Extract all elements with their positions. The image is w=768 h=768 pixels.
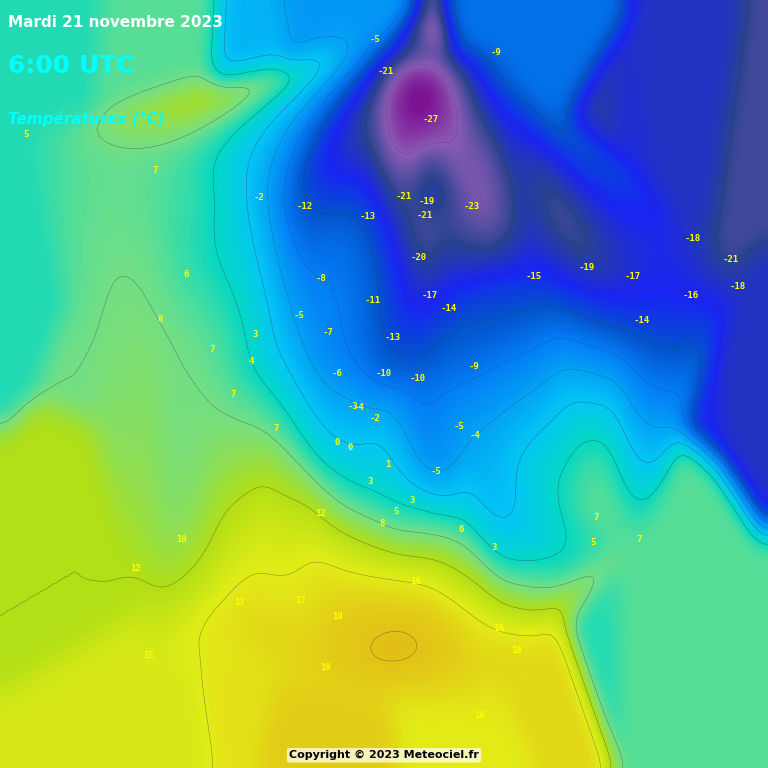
Text: 5: 5	[393, 508, 399, 517]
Text: Mardi 21 novembre 2023: Mardi 21 novembre 2023	[8, 15, 223, 31]
Text: 17: 17	[295, 596, 306, 605]
Text: -4: -4	[470, 431, 481, 440]
Text: 19: 19	[320, 663, 331, 672]
Text: 18: 18	[511, 646, 521, 655]
Text: Copyright © 2023 Meteociel.fr: Copyright © 2023 Meteociel.fr	[289, 750, 479, 760]
Text: -14: -14	[441, 304, 457, 313]
Text: 7: 7	[274, 424, 279, 433]
Text: 5: 5	[591, 538, 596, 548]
Text: 17: 17	[234, 598, 245, 607]
Text: -10: -10	[376, 369, 392, 379]
Text: -10: -10	[410, 374, 426, 383]
Text: 7: 7	[637, 535, 642, 544]
Text: 3: 3	[368, 477, 373, 486]
Text: -2: -2	[370, 414, 381, 422]
Text: 12: 12	[315, 509, 326, 518]
Text: -18: -18	[730, 282, 745, 291]
Text: -19: -19	[419, 197, 435, 206]
Text: 1: 1	[386, 460, 391, 468]
Text: -19: -19	[579, 263, 595, 273]
Text: -9: -9	[468, 362, 479, 372]
Text: 12: 12	[131, 564, 141, 573]
Text: 6: 6	[184, 270, 189, 280]
Text: -5: -5	[431, 466, 442, 475]
Text: -13: -13	[359, 212, 376, 221]
Text: 6: 6	[458, 525, 463, 534]
Text: -3: -3	[348, 402, 359, 411]
Text: -20: -20	[411, 253, 427, 262]
Text: -17: -17	[624, 272, 641, 281]
Text: 7: 7	[210, 346, 215, 354]
Text: 3: 3	[409, 495, 415, 505]
Text: -6: -6	[332, 369, 343, 379]
Text: 4: 4	[248, 357, 253, 366]
Text: 15: 15	[143, 650, 154, 660]
Text: -12: -12	[296, 202, 313, 211]
Text: -11: -11	[365, 296, 381, 305]
Text: 7: 7	[153, 166, 158, 175]
Text: -21: -21	[396, 192, 412, 200]
Text: -5: -5	[369, 35, 380, 44]
Text: -21: -21	[378, 67, 394, 76]
Text: -18: -18	[685, 234, 701, 243]
Text: -7: -7	[323, 328, 333, 337]
Text: 5: 5	[23, 131, 28, 139]
Text: 0: 0	[347, 442, 353, 452]
Text: 8: 8	[157, 315, 162, 323]
Text: -5: -5	[293, 311, 304, 320]
Text: 3: 3	[253, 330, 258, 339]
Text: 19: 19	[332, 611, 343, 621]
Text: 16: 16	[474, 710, 485, 720]
Text: 8: 8	[379, 519, 385, 528]
Text: -4: -4	[354, 403, 365, 412]
Text: 7: 7	[230, 389, 236, 399]
Text: -15: -15	[526, 272, 542, 281]
Text: 10: 10	[177, 535, 187, 544]
Text: 16: 16	[493, 624, 504, 633]
Text: -2: -2	[253, 194, 264, 203]
Text: 16: 16	[410, 578, 421, 587]
Text: -9: -9	[491, 48, 502, 58]
Text: -21: -21	[417, 210, 433, 220]
Text: 3: 3	[492, 543, 497, 552]
Text: -8: -8	[316, 273, 326, 283]
Text: -17: -17	[421, 291, 437, 300]
Text: -23: -23	[464, 202, 480, 211]
Text: -16: -16	[682, 291, 698, 300]
Text: Températures (°C): Températures (°C)	[8, 111, 164, 127]
Text: 7: 7	[593, 512, 598, 521]
Text: -21: -21	[723, 255, 739, 264]
Text: -13: -13	[385, 333, 401, 343]
Text: -27: -27	[423, 115, 439, 124]
Text: -5: -5	[454, 422, 465, 431]
Text: -14: -14	[634, 316, 650, 326]
Text: 6:00 UTC: 6:00 UTC	[8, 54, 134, 78]
Text: 0: 0	[334, 438, 339, 446]
